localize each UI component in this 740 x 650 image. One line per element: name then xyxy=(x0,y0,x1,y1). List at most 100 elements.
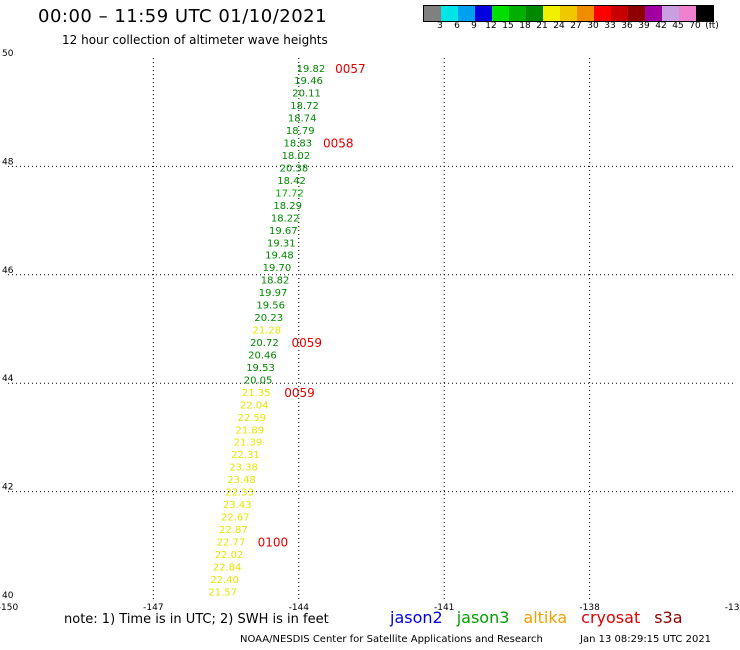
generated-timestamp: Jan 13 08:29:15 UTC 2021 xyxy=(580,634,712,645)
x-tick-label: -144 xyxy=(289,603,310,613)
swh-point: 19.56 xyxy=(256,301,285,312)
time-label: 0058 xyxy=(323,137,354,151)
y-tick-label: 50 xyxy=(2,49,14,59)
legend-label-13: 42 xyxy=(655,21,667,31)
legend-swatch-16 xyxy=(696,6,713,21)
legend-swatch-3 xyxy=(475,6,492,21)
x-tick-label: -150 xyxy=(0,603,18,613)
mission-altika: altika xyxy=(523,608,568,627)
time-label: 0057 xyxy=(335,62,366,76)
legend-swatch-7 xyxy=(543,6,560,21)
swh-point: 19.48 xyxy=(265,251,294,262)
swh-point: 21.28 xyxy=(252,326,281,337)
swh-point: 22.40 xyxy=(210,575,239,586)
legend-swatch-0 xyxy=(424,6,441,21)
mission-cryosat: cryosat xyxy=(581,608,641,627)
swh-point: 19.82 xyxy=(297,64,326,75)
swh-point: 20.23 xyxy=(254,313,283,324)
legend-swatch-4 xyxy=(492,6,509,21)
y-tick-label: 42 xyxy=(2,483,13,493)
swh-point: 18.22 xyxy=(271,213,300,224)
legend-label-3: 12 xyxy=(485,21,497,31)
swh-point: 19.97 xyxy=(259,288,288,299)
legend-label-12: 39 xyxy=(638,21,650,31)
swh-point: 23.48 xyxy=(227,475,256,486)
mission-legend: jason2 jason3 altika cryosat s3a xyxy=(390,608,697,627)
swh-point: 20.72 xyxy=(250,338,279,349)
swh-point: 23.43 xyxy=(223,500,252,511)
swh-point: 21.89 xyxy=(236,425,265,436)
swh-point: 22.04 xyxy=(240,400,269,411)
legend-swatch-9 xyxy=(577,6,594,21)
swh-point: 19.70 xyxy=(263,263,292,274)
swh-point: 20.11 xyxy=(292,89,321,100)
swh-point: 18.02 xyxy=(282,151,311,162)
swh-point: 19.46 xyxy=(294,76,323,87)
swh-point: 19.53 xyxy=(246,363,275,374)
x-tick-label: -147 xyxy=(143,603,163,613)
swh-point: 21.39 xyxy=(234,438,263,449)
swh-point: 22.33 xyxy=(225,488,254,499)
x-tick-label: -135 xyxy=(725,603,740,613)
legend-swatch-13 xyxy=(645,6,662,21)
swh-point: 19.67 xyxy=(269,226,298,237)
swh-point: 21.57 xyxy=(208,587,237,598)
time-label: 0059 xyxy=(292,336,323,350)
swh-point: 23.38 xyxy=(229,463,258,474)
swh-point: 22.59 xyxy=(237,413,266,424)
swh-point: 18.29 xyxy=(273,201,302,212)
swh-point: 22.02 xyxy=(215,550,244,561)
legend-swatch-8 xyxy=(560,6,577,21)
legend-label-16: (ft) xyxy=(705,21,719,31)
swh-point: 22.87 xyxy=(219,525,248,536)
y-tick-label: 44 xyxy=(2,374,14,384)
swh-point: 18.74 xyxy=(288,114,317,125)
credit-text: NOAA/NESDIS Center for Satellite Applica… xyxy=(240,634,543,645)
legend-swatch-11 xyxy=(611,6,628,21)
legend-label-1: 6 xyxy=(454,21,460,31)
legend-swatch-5 xyxy=(509,6,526,21)
time-label: 0059 xyxy=(284,386,315,400)
swh-point: 18.83 xyxy=(284,139,313,150)
time-label: 0100 xyxy=(258,535,289,549)
legend-label-2: 9 xyxy=(471,21,477,31)
legend-swatch-2 xyxy=(458,6,475,21)
legend-swatch-14 xyxy=(662,6,679,21)
legend-label-8: 27 xyxy=(570,21,582,31)
swh-point: 20.46 xyxy=(248,350,277,361)
y-tick-label: 46 xyxy=(2,266,14,276)
swh-point: 20.38 xyxy=(280,163,309,174)
legend-label-6: 21 xyxy=(536,21,548,31)
swh-point: 22.31 xyxy=(231,450,260,461)
swh-point: 18.82 xyxy=(261,276,290,287)
x-tick-label: -138 xyxy=(579,603,600,613)
legend-swatch-15 xyxy=(679,6,696,21)
y-tick-label: 48 xyxy=(2,157,14,167)
swh-point: 22.84 xyxy=(213,562,242,573)
x-tick-label: -141 xyxy=(434,603,454,613)
swh-point: 21.35 xyxy=(242,388,271,399)
swh-point: 20.05 xyxy=(244,375,273,386)
swh-point: 19.31 xyxy=(267,238,296,249)
legend-label-15: 70 xyxy=(689,21,701,31)
legend-swatch-12 xyxy=(628,6,645,21)
mission-s3a: s3a xyxy=(654,608,683,627)
swh-point: 22.67 xyxy=(221,513,250,524)
swh-point: 22.77 xyxy=(217,537,246,548)
color-scale-legend xyxy=(423,5,714,22)
legend-swatch-10 xyxy=(594,6,611,21)
mission-jason2: jason2 xyxy=(390,608,443,627)
legend-swatch-1 xyxy=(441,6,458,21)
legend-label-14: 45 xyxy=(672,21,684,31)
legend-label-5: 18 xyxy=(519,21,531,31)
y-tick-label: 40 xyxy=(2,591,14,601)
chart-subtitle: 12 hour collection of altimeter wave hei… xyxy=(62,33,328,47)
footnote: note: 1) Time is in UTC; 2) SWH is in fe… xyxy=(64,612,329,627)
mission-jason3: jason3 xyxy=(456,608,510,627)
swh-point: 18.72 xyxy=(290,101,319,112)
legend-label-4: 15 xyxy=(502,21,514,31)
swh-point: 18.79 xyxy=(286,126,315,137)
legend-label-11: 36 xyxy=(621,21,633,31)
legend-label-7: 24 xyxy=(553,21,565,31)
